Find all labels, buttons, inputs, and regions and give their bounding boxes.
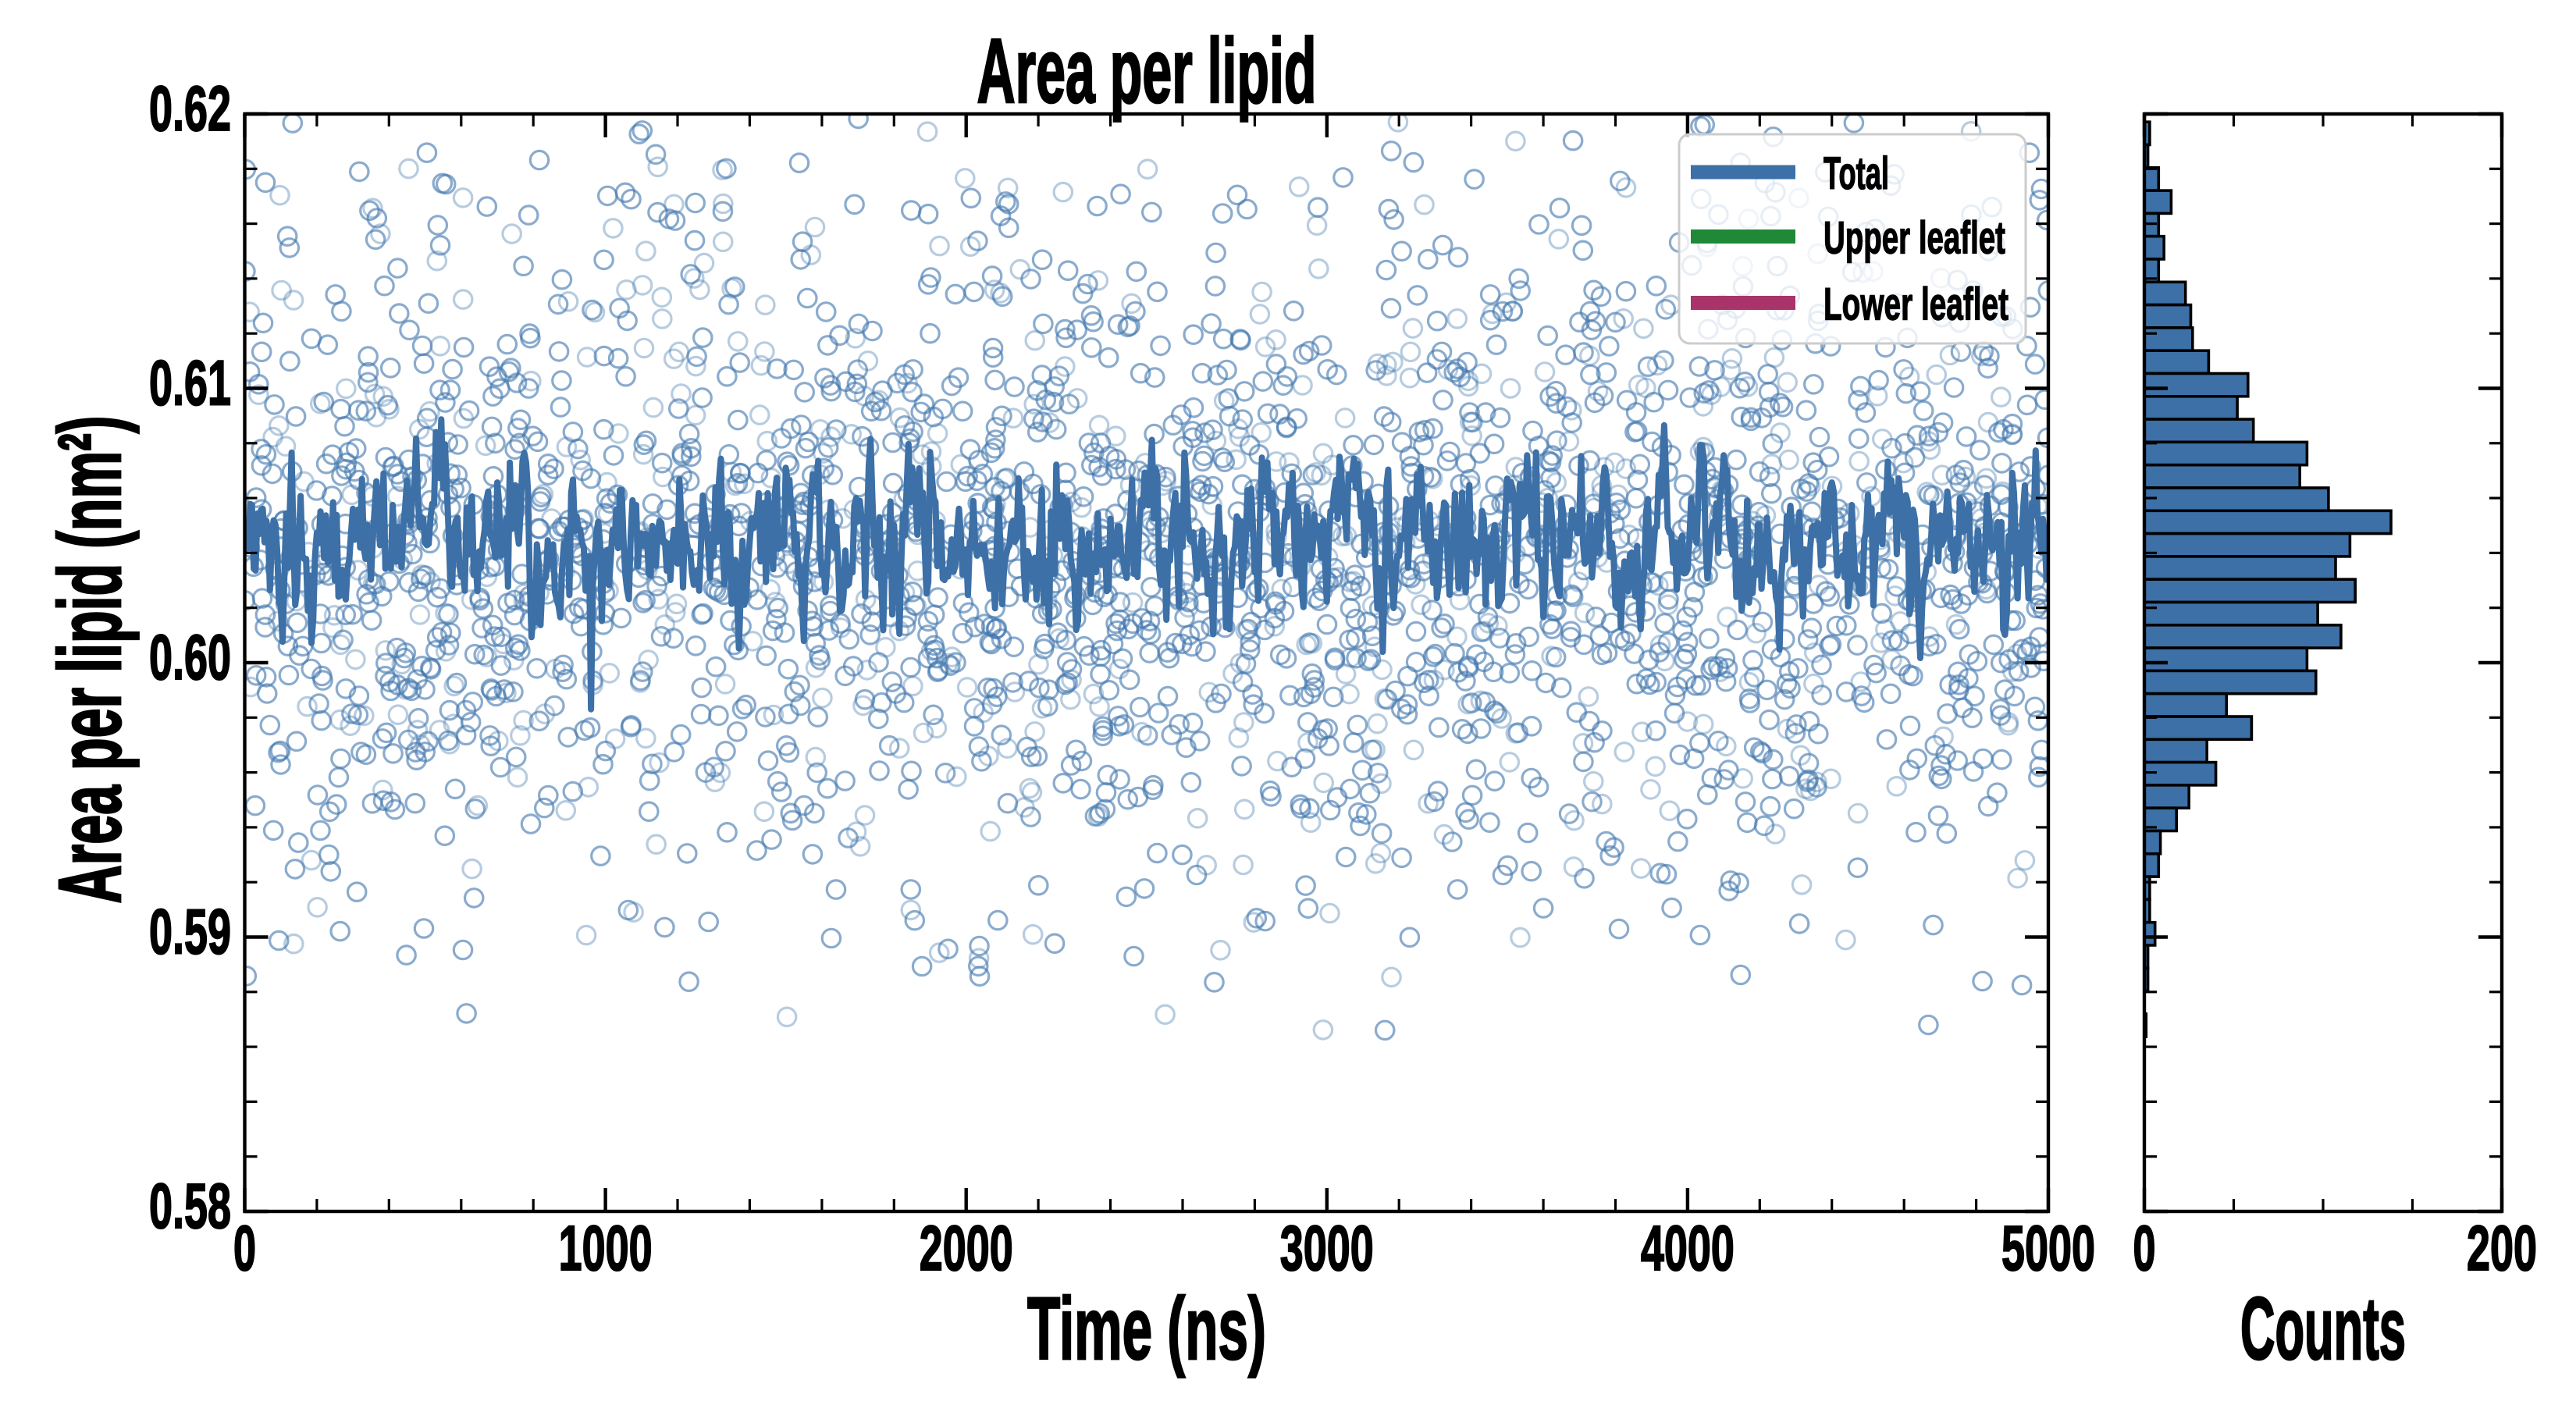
svg-text:0.61: 0.61	[149, 348, 231, 419]
svg-text:Area per lipid (nm²): Area per lipid (nm²)	[41, 416, 139, 904]
svg-text:Counts: Counts	[2240, 1279, 2406, 1378]
svg-text:0.58: 0.58	[149, 1171, 231, 1242]
svg-text:Area per lipid: Area per lipid	[977, 20, 1317, 122]
svg-text:1000: 1000	[559, 1213, 653, 1284]
svg-text:0.60: 0.60	[149, 622, 231, 693]
svg-text:0.62: 0.62	[149, 73, 231, 144]
svg-text:Upper leaflet: Upper leaflet	[1823, 213, 2005, 264]
svg-text:5000: 5000	[2001, 1213, 2095, 1284]
svg-text:200: 200	[2467, 1213, 2537, 1284]
svg-text:Total: Total	[1823, 148, 1889, 199]
svg-text:3000: 3000	[1280, 1213, 1374, 1284]
svg-text:0.59: 0.59	[149, 897, 231, 968]
svg-text:0: 0	[233, 1213, 256, 1284]
svg-text:0: 0	[2133, 1213, 2156, 1284]
svg-text:4000: 4000	[1641, 1213, 1735, 1284]
svg-text:2000: 2000	[920, 1213, 1013, 1284]
svg-text:Lower leaflet: Lower leaflet	[1823, 279, 2008, 330]
svg-text:Time (ns): Time (ns)	[1027, 1279, 1266, 1378]
